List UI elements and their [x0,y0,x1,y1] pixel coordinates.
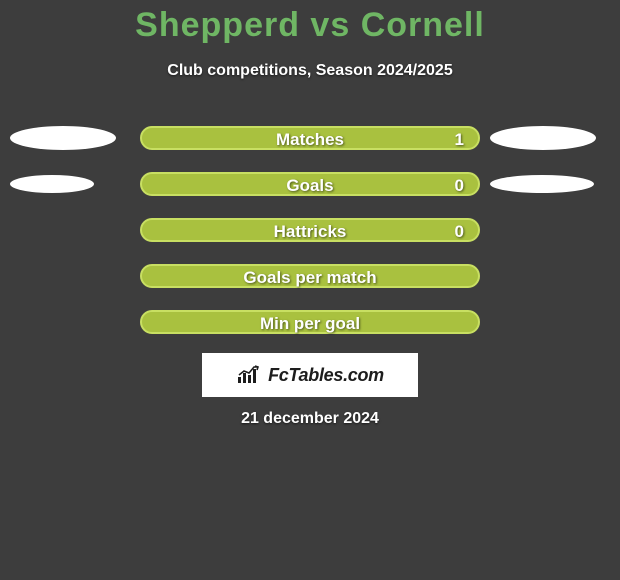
source-badge: FcTables.com [202,353,418,397]
comparison-canvas: Shepperd vs Cornell Club competitions, S… [0,0,620,580]
subtitle: Club competitions, Season 2024/2025 [0,62,620,80]
page-title: Shepperd vs Cornell [0,6,620,45]
title-player2: Cornell [361,6,485,44]
date-text: 21 december 2024 [0,410,620,428]
stat-bar: Min per goal [140,310,480,334]
stat-bar: Hattricks0 [140,218,480,242]
left-ellipse [10,126,116,150]
title-player1: Shepperd [135,6,300,44]
stat-value: 1 [455,128,464,152]
stat-label: Min per goal [142,312,478,336]
bar-chart-icon [236,365,262,385]
stat-label: Goals [142,174,478,198]
stat-bar: Matches1 [140,126,480,150]
stat-value: 0 [455,174,464,198]
right-ellipse [490,126,596,150]
stat-label: Goals per match [142,266,478,290]
stat-bar: Goals per match [140,264,480,288]
stat-bar: Goals0 [140,172,480,196]
stat-label: Hattricks [142,220,478,244]
stat-label: Matches [142,128,478,152]
title-vs: vs [300,6,361,44]
left-ellipse [10,175,94,193]
source-badge-text: FcTables.com [268,365,384,386]
stat-value: 0 [455,220,464,244]
right-ellipse [490,175,594,193]
